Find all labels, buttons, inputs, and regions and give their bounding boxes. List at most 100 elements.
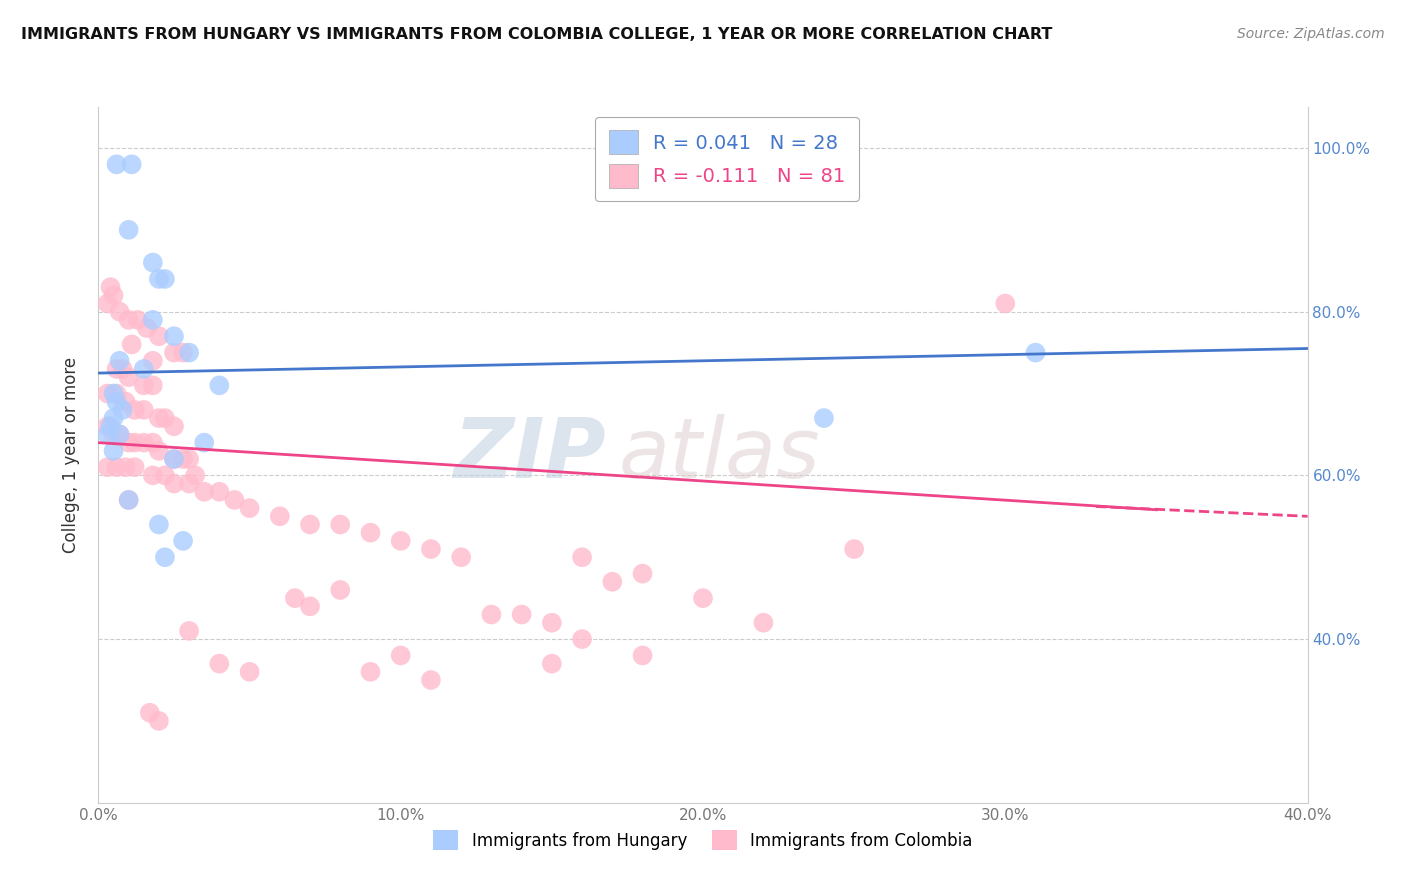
Point <box>193 435 215 450</box>
Point <box>692 591 714 606</box>
Point <box>96 460 118 475</box>
Point <box>360 525 382 540</box>
Point <box>118 492 141 507</box>
Point <box>108 353 131 368</box>
Point <box>329 582 352 597</box>
Text: atlas: atlas <box>619 415 820 495</box>
Point <box>142 468 165 483</box>
Point <box>105 386 128 401</box>
Point <box>96 386 118 401</box>
Point <box>481 607 503 622</box>
Point <box>100 419 122 434</box>
Y-axis label: College, 1 year or more: College, 1 year or more <box>62 357 80 553</box>
Point <box>163 452 186 467</box>
Point <box>631 566 654 581</box>
Point <box>284 591 307 606</box>
Point <box>121 337 143 351</box>
Point <box>179 624 201 638</box>
Point <box>179 345 201 359</box>
Point <box>118 223 141 237</box>
Point <box>103 288 125 302</box>
Point <box>239 501 262 516</box>
Point <box>1024 345 1046 359</box>
Point <box>172 533 194 548</box>
Point <box>163 476 186 491</box>
Point <box>148 517 170 532</box>
Point <box>269 509 291 524</box>
Point <box>142 378 165 392</box>
Point <box>571 632 593 646</box>
Point <box>124 403 146 417</box>
Point <box>108 427 131 442</box>
Point <box>132 435 155 450</box>
Point <box>994 296 1017 310</box>
Point <box>172 452 194 467</box>
Point <box>105 394 128 409</box>
Point <box>111 362 134 376</box>
Text: IMMIGRANTS FROM HUNGARY VS IMMIGRANTS FROM COLOMBIA COLLEGE, 1 YEAR OR MORE CORR: IMMIGRANTS FROM HUNGARY VS IMMIGRANTS FR… <box>21 27 1053 42</box>
Point <box>172 345 194 359</box>
Point <box>139 706 162 720</box>
Point <box>148 272 170 286</box>
Point <box>142 435 165 450</box>
Point <box>163 419 186 434</box>
Point <box>631 648 654 663</box>
Point <box>118 313 141 327</box>
Point <box>540 657 562 671</box>
Point <box>111 403 134 417</box>
Point <box>299 517 322 532</box>
Point <box>389 533 412 548</box>
Point <box>121 157 143 171</box>
Point <box>510 607 533 622</box>
Point <box>329 517 352 532</box>
Point <box>103 427 125 442</box>
Point <box>360 665 382 679</box>
Point <box>420 673 443 687</box>
Point <box>96 427 118 442</box>
Point <box>103 386 125 401</box>
Legend: Immigrants from Hungary, Immigrants from Colombia: Immigrants from Hungary, Immigrants from… <box>426 823 980 857</box>
Point <box>148 714 170 728</box>
Point <box>163 452 186 467</box>
Point <box>135 321 157 335</box>
Point <box>100 280 122 294</box>
Point <box>118 435 141 450</box>
Point <box>153 272 176 286</box>
Point <box>142 255 165 269</box>
Point <box>813 411 835 425</box>
Point <box>114 394 136 409</box>
Point <box>208 378 231 392</box>
Point <box>184 468 207 483</box>
Point <box>153 411 176 425</box>
Point <box>108 304 131 318</box>
Point <box>389 648 412 663</box>
Point <box>179 476 201 491</box>
Point <box>193 484 215 499</box>
Point <box>224 492 246 507</box>
Point <box>118 370 141 384</box>
Point <box>752 615 775 630</box>
Point <box>602 574 624 589</box>
Point <box>124 460 146 475</box>
Point <box>114 460 136 475</box>
Point <box>127 313 149 327</box>
Point <box>239 665 262 679</box>
Point <box>132 403 155 417</box>
Point <box>118 492 141 507</box>
Point <box>105 362 128 376</box>
Point <box>132 378 155 392</box>
Point <box>571 550 593 565</box>
Point <box>103 443 125 458</box>
Point <box>105 157 128 171</box>
Point <box>420 542 443 557</box>
Point <box>208 484 231 499</box>
Point <box>163 345 186 359</box>
Point <box>163 329 186 343</box>
Point <box>124 435 146 450</box>
Point <box>153 550 176 565</box>
Point <box>153 468 176 483</box>
Point <box>105 460 128 475</box>
Point <box>142 313 165 327</box>
Point <box>450 550 472 565</box>
Point <box>208 657 231 671</box>
